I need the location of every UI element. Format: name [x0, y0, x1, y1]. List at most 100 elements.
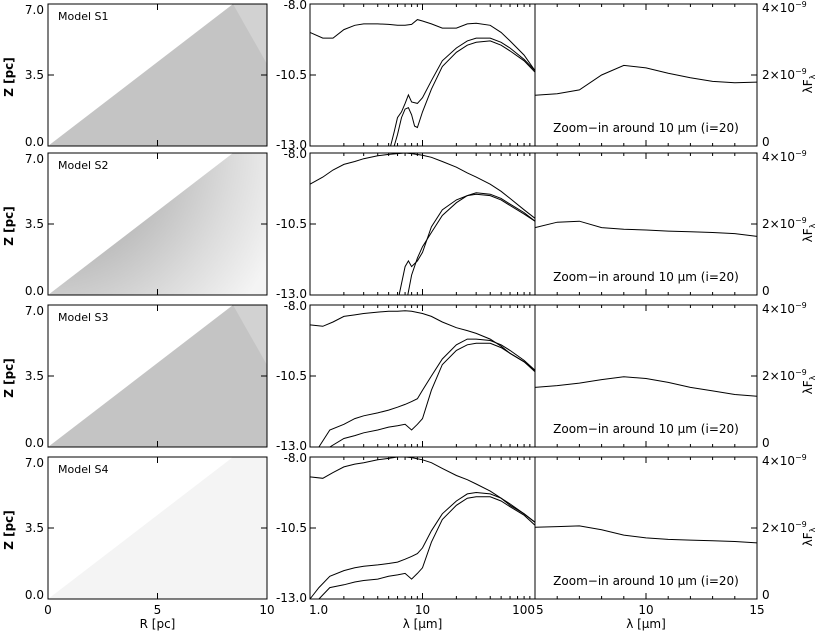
density-map-wedge	[48, 4, 267, 146]
sed-ytick-label: -13.0	[276, 591, 307, 605]
map-ytick-label: 7.0	[25, 3, 44, 17]
sed-ytick-label: -8.0	[284, 147, 307, 161]
sed-xtick-label: 100	[512, 603, 535, 617]
zoom-ytick-exponent: −9	[795, 520, 807, 529]
map-xtick-label: 10	[259, 603, 274, 617]
zoom-ytick-exponent: −9	[795, 216, 807, 225]
zoom-ylabel-subscript: λ	[808, 74, 817, 79]
zoom-ylabel: λFλ	[801, 375, 817, 394]
sed-ytick-label: -13.0	[276, 287, 307, 301]
model-label: Model S3	[58, 311, 109, 324]
map-ytick-label: 3.5	[25, 521, 44, 535]
sed-curve-3	[318, 496, 536, 600]
map-ylabel: Z [pc]	[2, 206, 16, 246]
sed-ytick-label: -8.0	[284, 0, 307, 12]
density-map-outer-shell	[233, 305, 267, 365]
density-map-wedge	[48, 305, 267, 447]
zoom-annotation: Zoom−in around 10 μm (i=20)	[553, 121, 739, 135]
sed-xlabel: λ [μm]	[403, 617, 443, 631]
zoom-ylabel-subscript: λ	[808, 527, 817, 532]
zoom-ytick-exponent: −9	[795, 67, 807, 76]
map-ytick-label: 0.0	[25, 436, 44, 450]
zoom-ytick-label: 0	[762, 284, 770, 298]
zoom-ytick-label: 0	[762, 135, 770, 149]
sed-curve-2	[407, 192, 536, 296]
sed-ytick-label: -10.5	[276, 369, 307, 383]
row-1: Model S1 0.0 3.5 7.0 Z [pc] -8.0 -10.5 -13.0 Zoo…	[2, 0, 817, 152]
zoom-xtick-label: 10	[638, 603, 653, 617]
sed-frame	[309, 304, 536, 448]
map-ytick-label: 7.0	[25, 456, 44, 470]
zoom-ytick-label: 0	[762, 436, 770, 450]
model-label: Model S4	[58, 463, 109, 476]
map-ytick-label: 3.5	[25, 369, 44, 383]
sed-curve-2	[390, 37, 536, 147]
zoom-ylabel-subscript: λ	[808, 375, 817, 380]
sed-xtick-label: 10	[415, 603, 430, 617]
map-ylabel: Z [pc]	[2, 57, 16, 97]
zoom-ytick-exponent: −9	[795, 0, 807, 9]
zoom-annotation: Zoom−in around 10 μm (i=20)	[553, 422, 739, 436]
density-map-wedge	[48, 457, 267, 599]
model-label: Model S2	[58, 159, 109, 172]
sed-curve-1	[309, 310, 536, 371]
sed-curve-3	[393, 40, 536, 147]
map-xlabel: R [pc]	[140, 617, 176, 631]
map-ytick-label: 7.0	[25, 152, 44, 166]
sed-curve-3	[329, 342, 536, 448]
map-ytick-label: 0.0	[25, 284, 44, 298]
zoom-ytick-label: 4×10−9	[762, 0, 807, 15]
zoom-ytick-label: 4×10−9	[762, 301, 807, 316]
map-ytick-label: 0.0	[25, 588, 44, 602]
map-xtick-label: 0	[44, 603, 52, 617]
row-3: Model S3 0.0 3.5 7.0 Z [pc] -8.0 -10.5 -13.0 Zoo…	[2, 299, 817, 453]
map-ytick-label: 3.5	[25, 68, 44, 82]
sed-ytick-label: -8.0	[284, 299, 307, 313]
zoom-ytick-label: 4×10−9	[762, 453, 807, 468]
model-label: Model S1	[58, 10, 109, 23]
zoom-ylabel-subscript: λ	[808, 223, 817, 228]
map-ytick-label: 0.0	[25, 135, 44, 149]
zoom-xtick-label: 15	[749, 603, 764, 617]
sed-ytick-label: -10.5	[276, 521, 307, 535]
row-4: Model S4 0.0 3.5 7.0 0 5 10 Z [pc] R [pc] -8.0 -10…	[2, 451, 817, 631]
sed-xtick-label: 1.0	[309, 603, 328, 617]
map-ytick-label: 7.0	[25, 304, 44, 318]
map-ytick-label: 3.5	[25, 217, 44, 231]
sed-ytick-label: -13.0	[276, 138, 307, 152]
sed-curve-1	[309, 152, 536, 219]
zoom-ylabel: λFλ	[801, 527, 817, 546]
zoom-ytick-label: 4×10−9	[762, 149, 807, 164]
zoom-curve	[534, 525, 758, 544]
sed-curve-2	[318, 338, 536, 448]
map-ylabel: Z [pc]	[2, 510, 16, 550]
map-xtick-label: 5	[154, 603, 162, 617]
zoom-ytick-exponent: −9	[795, 368, 807, 377]
zoom-annotation: Zoom−in around 10 μm (i=20)	[553, 270, 739, 284]
sed-curve-3	[398, 193, 536, 296]
sed-curve-2	[309, 491, 536, 600]
sed-curve-1	[309, 456, 536, 523]
sed-ytick-label: -10.5	[276, 217, 307, 231]
zoom-annotation: Zoom−in around 10 μm (i=20)	[553, 574, 739, 588]
zoom-xlabel: λ [μm]	[626, 617, 666, 631]
density-map-outer-shell	[233, 4, 267, 64]
zoom-curve	[534, 376, 758, 397]
zoom-ylabel: λFλ	[801, 223, 817, 242]
zoom-ytick-exponent: −9	[795, 149, 807, 158]
density-map-wedge	[48, 153, 267, 295]
zoom-ylabel: λFλ	[801, 74, 817, 93]
sed-curve-1	[309, 19, 536, 71]
map-ylabel: Z [pc]	[2, 358, 16, 398]
zoom-ytick-exponent: −9	[795, 301, 807, 310]
zoom-ytick-exponent: −9	[795, 453, 807, 462]
zoom-curve	[534, 220, 758, 237]
sed-ytick-label: -10.5	[276, 68, 307, 82]
sed-frame	[309, 3, 536, 147]
sed-ytick-label: -8.0	[284, 451, 307, 465]
sed-frame	[309, 152, 536, 296]
zoom-ytick-label: 0	[762, 588, 770, 602]
row-2: Model S2 0.0 3.5 7.0 Z [pc] -8.0 -10.5 -13.0 Zoo…	[2, 147, 817, 301]
zoom-xtick-label: 5	[536, 603, 544, 617]
sed-ytick-label: -13.0	[276, 439, 307, 453]
